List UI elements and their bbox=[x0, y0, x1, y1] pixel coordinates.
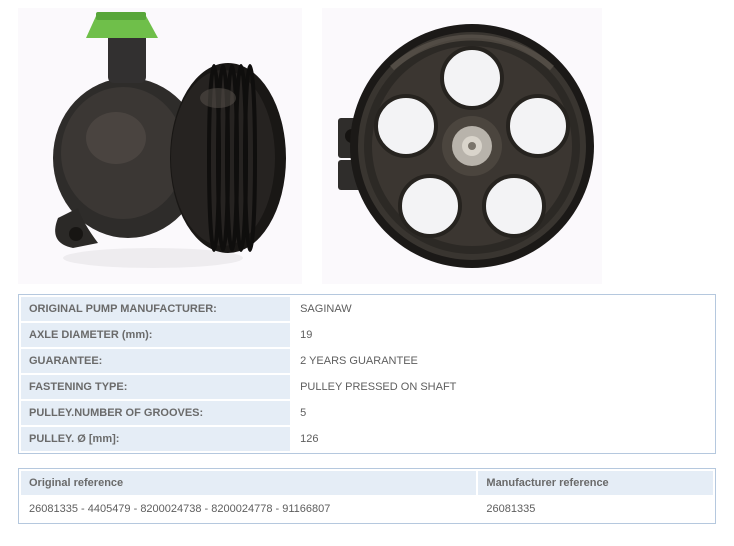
ref-column-header: Original reference bbox=[21, 471, 476, 495]
product-images bbox=[18, 0, 716, 284]
spec-label: FASTENING TYPE: bbox=[21, 375, 290, 399]
spec-row: ORIGINAL PUMP MANUFACTURER:SAGINAW bbox=[21, 297, 713, 321]
ref-cell: 26081335 - 4405479 - 8200024738 - 820002… bbox=[21, 497, 476, 521]
spec-row: GUARANTEE:2 YEARS GUARANTEE bbox=[21, 349, 713, 373]
product-image-side bbox=[18, 8, 302, 284]
spec-table: ORIGINAL PUMP MANUFACTURER:SAGINAWAXLE D… bbox=[18, 294, 716, 454]
spec-value: PULLEY PRESSED ON SHAFT bbox=[292, 375, 713, 399]
spec-row: PULLEY.NUMBER OF GROOVES:5 bbox=[21, 401, 713, 425]
ref-row: 26081335 - 4405479 - 8200024738 - 820002… bbox=[21, 497, 713, 521]
spec-row: AXLE DIAMETER (mm):19 bbox=[21, 323, 713, 347]
spec-label: PULLEY. Ø [mm]: bbox=[21, 427, 290, 451]
ref-cell: 26081335 bbox=[478, 497, 713, 521]
spec-value: 5 bbox=[292, 401, 713, 425]
spec-label: ORIGINAL PUMP MANUFACTURER: bbox=[21, 297, 290, 321]
spec-row: FASTENING TYPE:PULLEY PRESSED ON SHAFT bbox=[21, 375, 713, 399]
spec-value: SAGINAW bbox=[292, 297, 713, 321]
spec-label: AXLE DIAMETER (mm): bbox=[21, 323, 290, 347]
spec-value: 2 YEARS GUARANTEE bbox=[292, 349, 713, 373]
spec-row: PULLEY. Ø [mm]:126 bbox=[21, 427, 713, 451]
spec-label: PULLEY.NUMBER OF GROOVES: bbox=[21, 401, 290, 425]
reference-table: Original referenceManufacturer reference… bbox=[18, 468, 716, 524]
spec-label: GUARANTEE: bbox=[21, 349, 290, 373]
product-image-pulley bbox=[322, 8, 602, 284]
spec-value: 126 bbox=[292, 427, 713, 451]
ref-column-header: Manufacturer reference bbox=[478, 471, 713, 495]
spec-value: 19 bbox=[292, 323, 713, 347]
